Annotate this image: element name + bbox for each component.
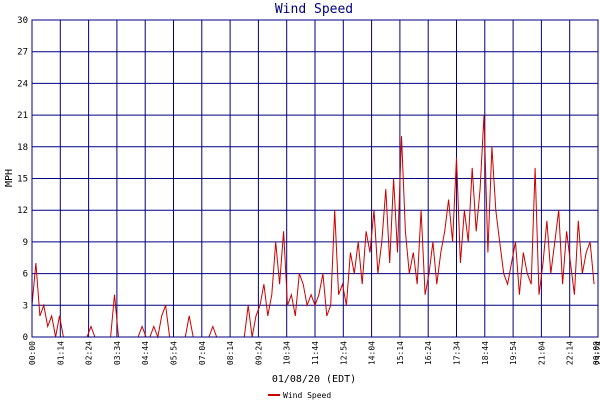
- y-tick-label: 30: [17, 16, 28, 26]
- y-tick-label: 15: [17, 175, 28, 185]
- x-tick-label: 17:34: [453, 341, 462, 365]
- x-tick-label: 19:54: [509, 341, 518, 365]
- legend: Wind Speed: [268, 391, 331, 400]
- x-tick-label: 08:14: [226, 341, 235, 365]
- y-tick-label: 12: [17, 206, 28, 216]
- x-tick-labels: 00:00 01:14 02:24 03:34 04:44 05:54 07:04 08:14…: [28, 341, 600, 365]
- x-tick-label: 10:34: [283, 341, 292, 365]
- y-tick-label: 6: [23, 270, 28, 280]
- y-tick-labels: 0 3 6 9 12 15 18 21 24 27 30: [17, 16, 28, 343]
- y-tick-label: 0: [23, 333, 28, 343]
- x-tick-label: 16:24: [424, 341, 433, 365]
- x-tick-label: 09:24: [254, 341, 263, 365]
- x-tick-label: 03:34: [113, 341, 122, 365]
- x-tick-label: 04:44: [141, 341, 150, 365]
- x-tick-label: 23:24: [594, 341, 600, 365]
- x-axis-label: 01/08/20 (EDT): [272, 374, 356, 385]
- x-tick-label: 05:54: [170, 341, 179, 365]
- x-tick-label: 02:24: [85, 341, 94, 365]
- y-tick-label: 9: [23, 238, 28, 248]
- y-axis-label: MPH: [4, 169, 15, 187]
- x-tick-label: 14:04: [368, 341, 377, 365]
- grid-lines: [31, 19, 599, 338]
- x-tick-label: 01:14: [56, 341, 65, 365]
- x-tick-label: 11:44: [311, 341, 320, 365]
- x-tick-label: 00:00: [592, 341, 600, 365]
- x-tick-label: 21:04: [537, 341, 546, 365]
- y-tick-label: 3: [23, 301, 28, 311]
- y-tick-label: 24: [17, 79, 28, 89]
- y-tick-label: 21: [17, 111, 28, 121]
- x-tick-label: 22:14: [566, 341, 575, 365]
- x-tick-label: 00:00: [28, 341, 37, 365]
- plot-frame: [31, 19, 599, 338]
- wind-speed-series-line: [31, 115, 595, 339]
- chart-title: Wind Speed: [275, 2, 353, 17]
- x-tick-label: 12:54: [339, 341, 348, 365]
- x-tick-label: 07:04: [198, 341, 207, 365]
- legend-label: Wind Speed: [283, 391, 331, 400]
- y-tick-label: 27: [17, 48, 28, 58]
- y-tick-label: 18: [17, 143, 28, 153]
- series-layer: [31, 115, 595, 339]
- x-tick-label: 18:44: [481, 341, 490, 365]
- x-tick-label: 15:14: [396, 341, 405, 365]
